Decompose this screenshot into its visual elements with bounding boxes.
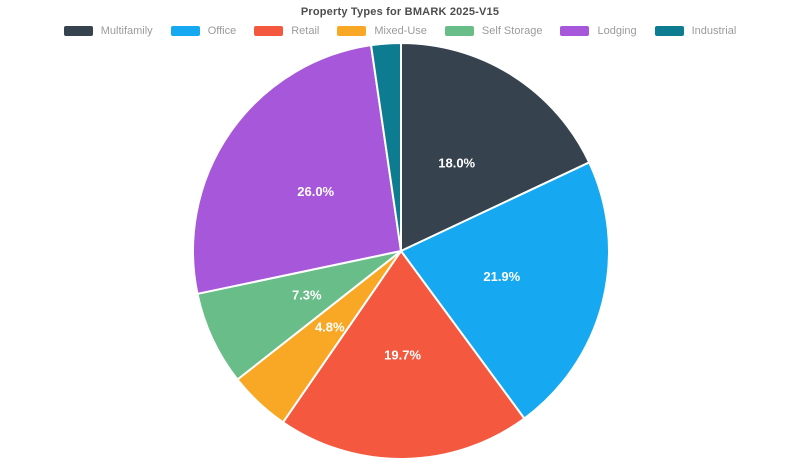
- legend-swatch-lodging: [560, 26, 590, 36]
- legend-swatch-industrial: [654, 26, 684, 36]
- legend-label-mixed-use: Mixed-Use: [374, 25, 427, 37]
- pie-slice-industrial[interactable]: [370, 42, 402, 252]
- legend-item-industrial[interactable]: Industrial: [654, 25, 737, 37]
- pie-slice-office[interactable]: [400, 161, 610, 420]
- legend-item-lodging[interactable]: Lodging: [560, 25, 637, 37]
- legend-swatch-mixed-use: [337, 26, 367, 36]
- pie-slice-retail[interactable]: [282, 250, 526, 460]
- pie-slice-label-retail: 19.7%: [384, 348, 421, 363]
- pie-slice-label-office: 21.9%: [483, 269, 520, 284]
- pie-slice-label-mixed-use: 4.8%: [315, 319, 345, 334]
- pie-slice-label-self-storage: 7.3%: [292, 288, 322, 303]
- legend-label-self-storage: Self Storage: [481, 25, 543, 37]
- legend-swatch-office: [170, 26, 200, 36]
- legend-label-lodging: Lodging: [597, 25, 637, 37]
- legend-label-industrial: Industrial: [691, 25, 737, 37]
- legend-item-mixed-use[interactable]: Mixed-Use: [337, 25, 427, 37]
- legend-label-office: Office: [207, 25, 237, 37]
- legend-swatch-retail: [254, 26, 284, 36]
- pie-slice-label-lodging: 26.0%: [297, 184, 334, 199]
- pie-slice-multifamily[interactable]: [400, 42, 591, 252]
- pie-slice-lodging[interactable]: [192, 44, 402, 295]
- legend-item-self-storage[interactable]: Self Storage: [444, 25, 543, 37]
- legend-label-multifamily: Multifamily: [100, 25, 153, 37]
- legend-item-office[interactable]: Office: [170, 25, 237, 37]
- legend-swatch-self-storage: [444, 26, 474, 36]
- legend-item-retail[interactable]: Retail: [254, 25, 319, 37]
- legend-label-retail: Retail: [291, 25, 320, 37]
- chart-legend: Multifamily Office Retail Mixed-Use Self Sto…: [0, 25, 800, 37]
- pie-slice-label-multifamily: 18.0%: [438, 156, 475, 171]
- chart-title: Property Types for BMARK 2025-V15: [300, 6, 500, 18]
- legend-item-multifamily[interactable]: Multifamily: [63, 25, 153, 37]
- legend-swatch-multifamily: [63, 26, 93, 36]
